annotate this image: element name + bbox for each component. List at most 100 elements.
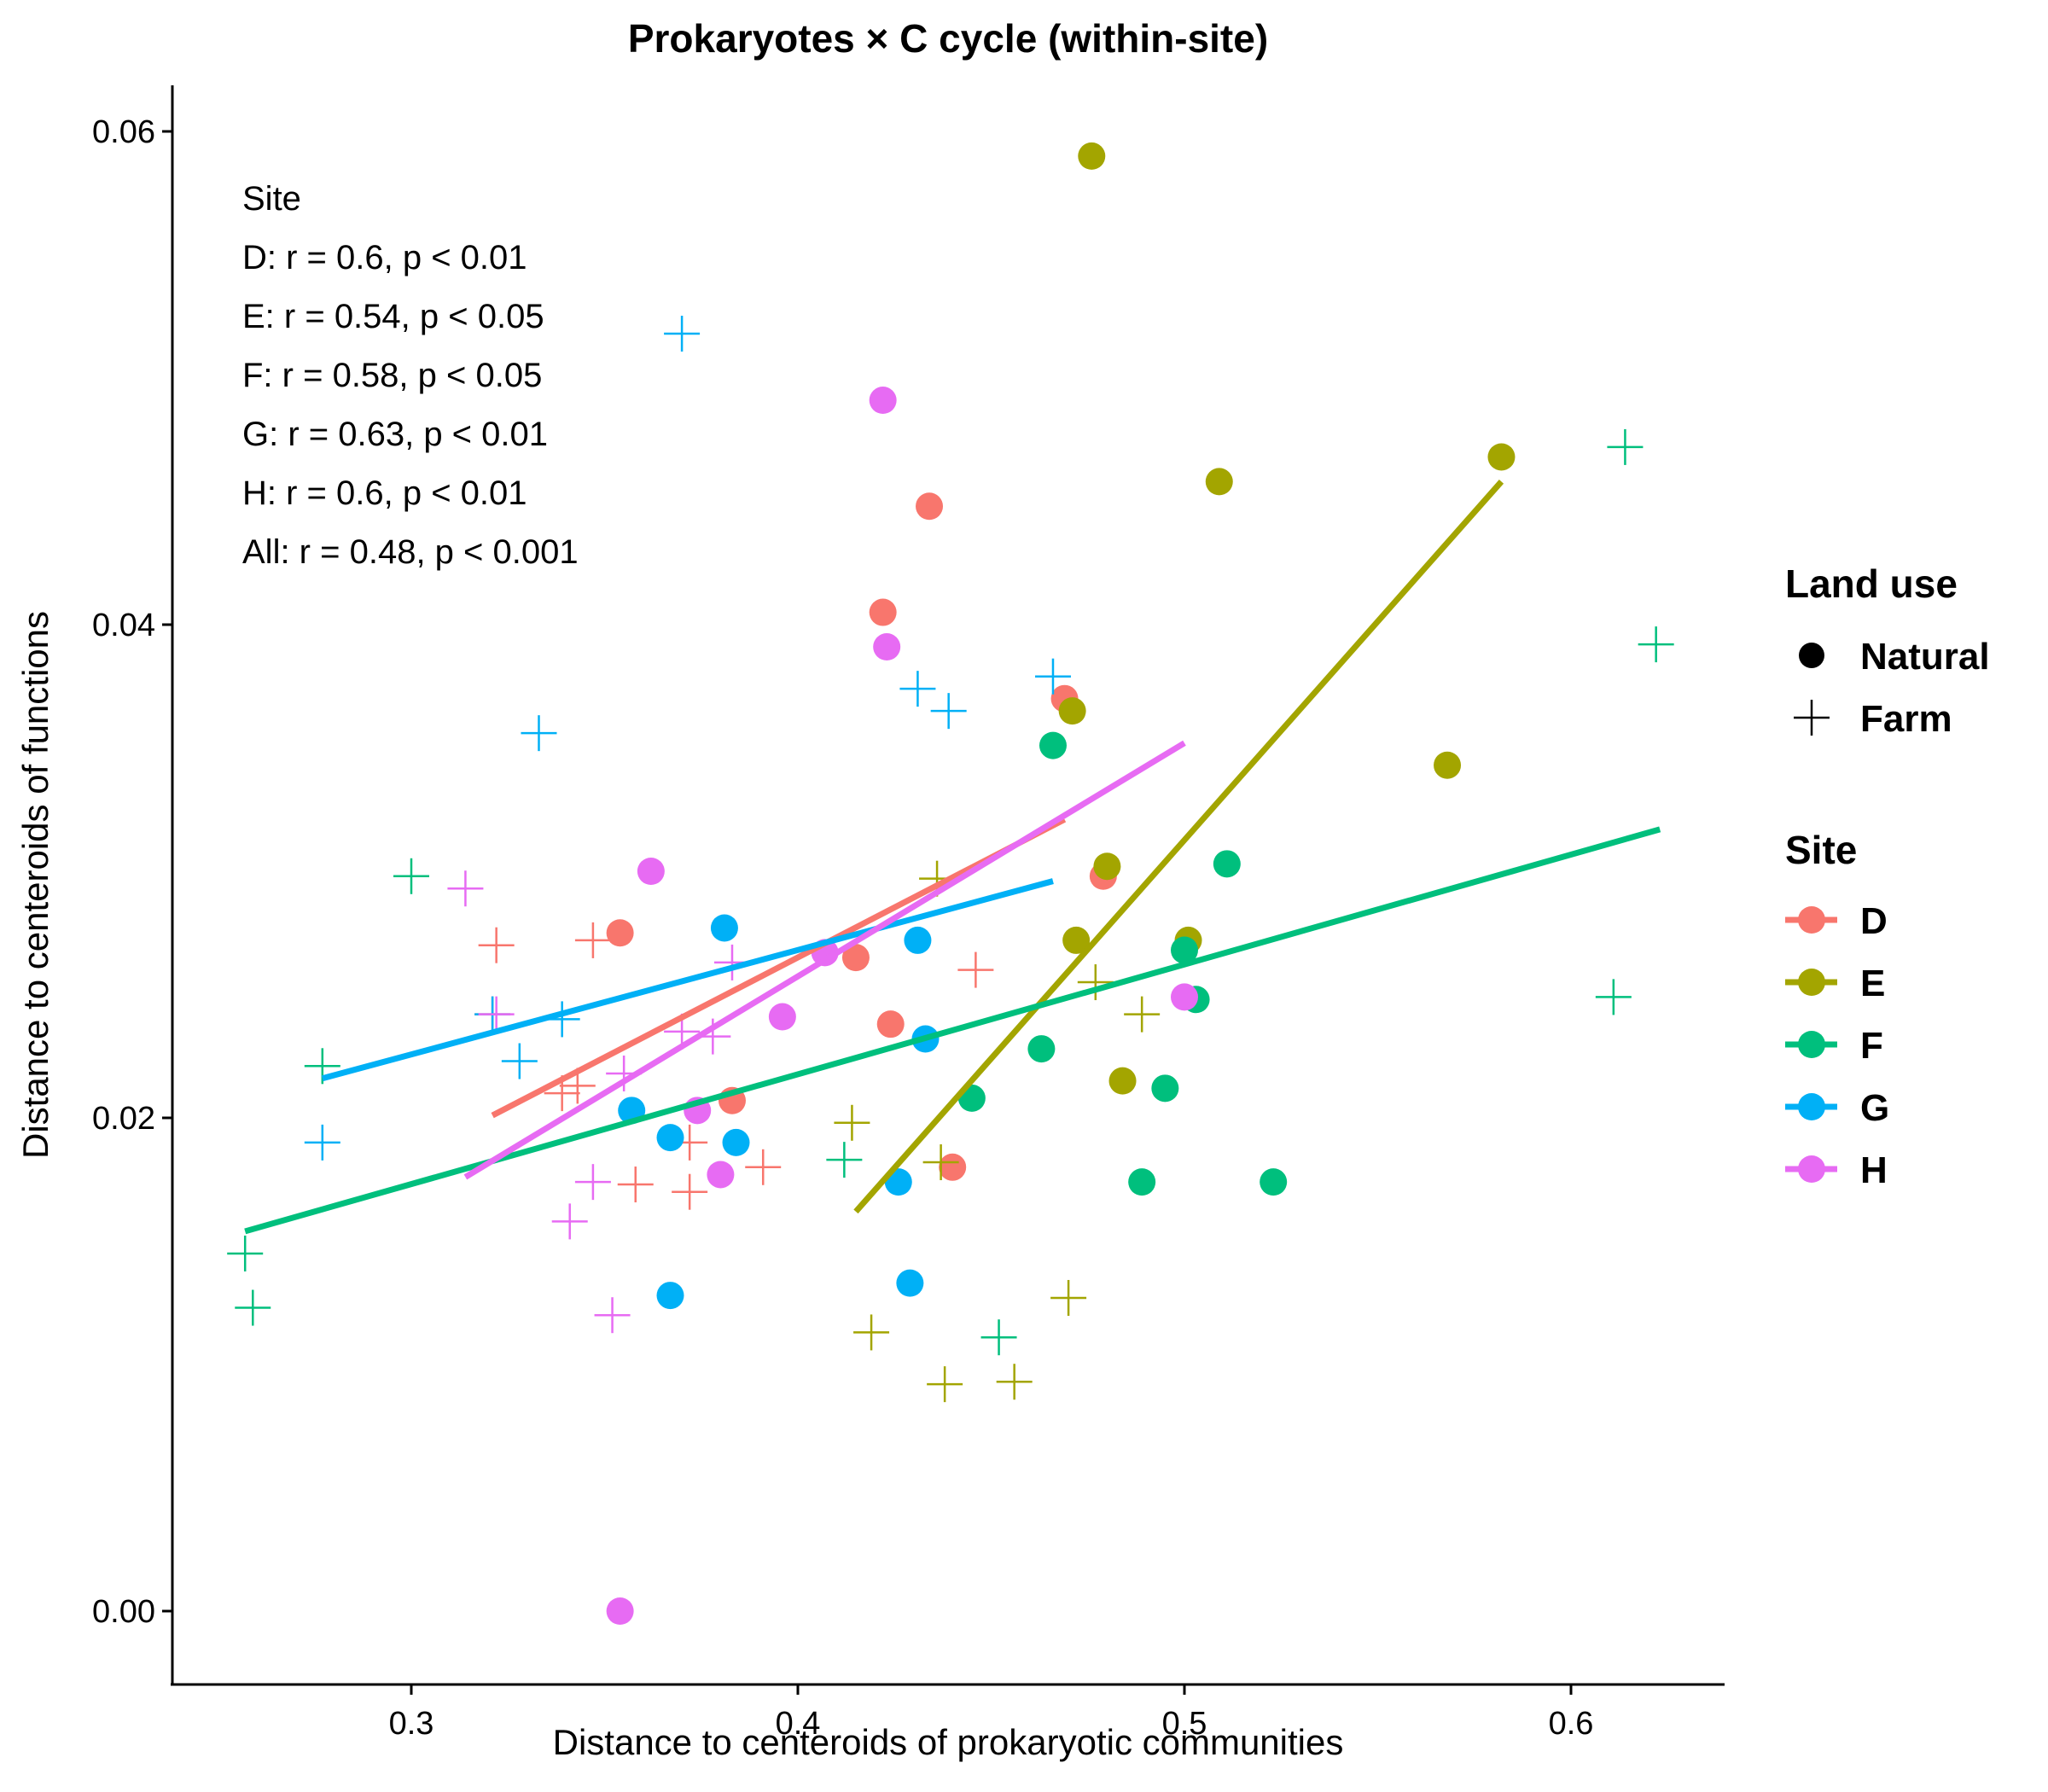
- y-tick-label: 0.02: [92, 1101, 155, 1137]
- point-H-farm: [478, 996, 515, 1033]
- point-H-farm: [574, 1164, 611, 1201]
- point-F-farm: [1595, 979, 1632, 1015]
- point-E-farm: [853, 1314, 890, 1351]
- point-E-farm: [1077, 964, 1114, 1001]
- point-G-farm: [930, 693, 967, 730]
- point-E-natural: [1205, 468, 1233, 496]
- point-F-farm: [304, 1048, 340, 1085]
- point-G-natural: [656, 1124, 684, 1152]
- point-G-farm: [664, 315, 701, 352]
- legend-label-H: H: [1860, 1149, 1888, 1191]
- point-D-farm: [617, 1167, 654, 1203]
- point-H-farm: [447, 870, 484, 907]
- point-F-farm: [235, 1289, 271, 1326]
- point-G-farm: [899, 671, 936, 707]
- x-tick-label: 0.6: [1549, 1706, 1594, 1742]
- legend-label-natural: Natural: [1860, 636, 1990, 678]
- point-E-natural: [1434, 751, 1462, 779]
- y-tick-label: 0.04: [92, 608, 155, 643]
- point-E-natural: [1078, 142, 1106, 170]
- legend-key-farm: [1794, 700, 1830, 736]
- legend-label-G: G: [1860, 1087, 1889, 1129]
- point-E-natural: [1062, 926, 1091, 954]
- point-G-natural: [710, 914, 738, 942]
- point-H-natural: [1171, 983, 1198, 1011]
- legend-land-use-title: Land use: [1785, 561, 1958, 606]
- point-G-farm: [501, 1043, 538, 1079]
- fit-line-E: [853, 480, 1504, 1214]
- legend-key-F: [1785, 1031, 1837, 1058]
- point-F-natural: [1260, 1168, 1288, 1196]
- point-G-farm: [304, 1124, 340, 1161]
- point-H-natural: [637, 858, 665, 885]
- point-E-farm: [927, 1366, 963, 1403]
- x-axis-ticks: 0.3 0.4 0.5 0.6: [389, 1684, 1594, 1742]
- point-E-natural: [1093, 852, 1121, 881]
- point-H-natural: [869, 387, 897, 415]
- point-F-natural: [1171, 936, 1198, 964]
- point-G-natural: [904, 926, 932, 954]
- legend-label-D: D: [1860, 900, 1888, 942]
- point-G-farm: [1034, 658, 1071, 695]
- point-F-farm: [826, 1142, 863, 1178]
- x-tick-label: 0.4: [776, 1706, 821, 1742]
- point-H-natural: [707, 1161, 735, 1189]
- annotation-line: All: r = 0.48, p < 0.001: [242, 533, 579, 571]
- point-F-farm: [227, 1235, 264, 1271]
- x-axis-title: Distance to centeroids of prokaryotic co…: [553, 1722, 1344, 1762]
- point-D-natural: [869, 598, 897, 626]
- y-tick-label: 0.00: [92, 1594, 155, 1630]
- point-D-natural: [876, 1010, 905, 1039]
- point-E-farm: [1124, 996, 1161, 1033]
- point-G-natural: [722, 1128, 750, 1156]
- annotation-line: Site: [242, 180, 301, 218]
- point-E-natural: [1108, 1067, 1137, 1095]
- point-E-farm: [922, 1144, 959, 1181]
- legend-site-title: Site: [1785, 828, 1857, 872]
- point-F-farm: [393, 858, 429, 894]
- point-D-natural: [916, 492, 944, 521]
- legend-key-E: [1785, 969, 1837, 996]
- point-F-farm: [980, 1319, 1017, 1356]
- y-axis-ticks: 0.00 0.02 0.04 0.06: [92, 114, 172, 1630]
- point-F-natural: [1128, 1168, 1156, 1196]
- point-E-farm: [834, 1104, 870, 1141]
- point-H-natural: [768, 1003, 796, 1031]
- point-G-farm: [521, 715, 557, 752]
- fit-line-G: [321, 878, 1054, 1082]
- point-F-natural: [1027, 1035, 1056, 1063]
- point-D-farm: [672, 1173, 708, 1210]
- legend-key-natural: [1799, 643, 1824, 668]
- fit-lines: [244, 480, 1661, 1235]
- legend-land-use: Land use Natural Farm: [1785, 561, 1990, 740]
- point-H-natural: [873, 633, 901, 661]
- chart-title: Prokaryotes × C cycle (within-site): [628, 16, 1268, 61]
- legend-label-farm: Farm: [1860, 698, 1952, 740]
- point-D-farm: [957, 951, 994, 988]
- annotation-line: G: r = 0.63, p < 0.01: [242, 416, 548, 453]
- point-D-natural: [841, 944, 870, 972]
- x-tick-label: 0.5: [1162, 1706, 1207, 1742]
- correlation-annotation: Site D: r = 0.6, p < 0.01 E: r = 0.54, p <…: [242, 180, 579, 571]
- point-E-natural: [1487, 443, 1516, 471]
- legend-key-D: [1785, 906, 1837, 934]
- plot-area: 0.00 0.02 0.04 0.06 0.3 0.4 0.5 0.6: [92, 85, 1725, 1742]
- point-E-natural: [1058, 697, 1086, 725]
- point-E-farm: [1050, 1279, 1087, 1316]
- data-points: [227, 142, 1674, 1625]
- point-G-natural: [896, 1269, 924, 1297]
- fit-line-D: [491, 817, 1067, 1119]
- point-H-farm: [551, 1203, 588, 1240]
- legend-key-G: [1785, 1093, 1837, 1120]
- annotation-line: E: r = 0.54, p < 0.05: [242, 298, 544, 335]
- point-F-natural: [1151, 1074, 1179, 1103]
- point-F-farm: [1638, 626, 1674, 663]
- y-axis-title: Distance to centeroids of functions: [15, 611, 55, 1159]
- legend-label-F: F: [1860, 1025, 1883, 1067]
- annotation-line: D: r = 0.6, p < 0.01: [242, 239, 527, 276]
- y-tick-label: 0.06: [92, 114, 155, 150]
- point-D-farm: [478, 927, 515, 963]
- point-F-natural: [1213, 850, 1241, 878]
